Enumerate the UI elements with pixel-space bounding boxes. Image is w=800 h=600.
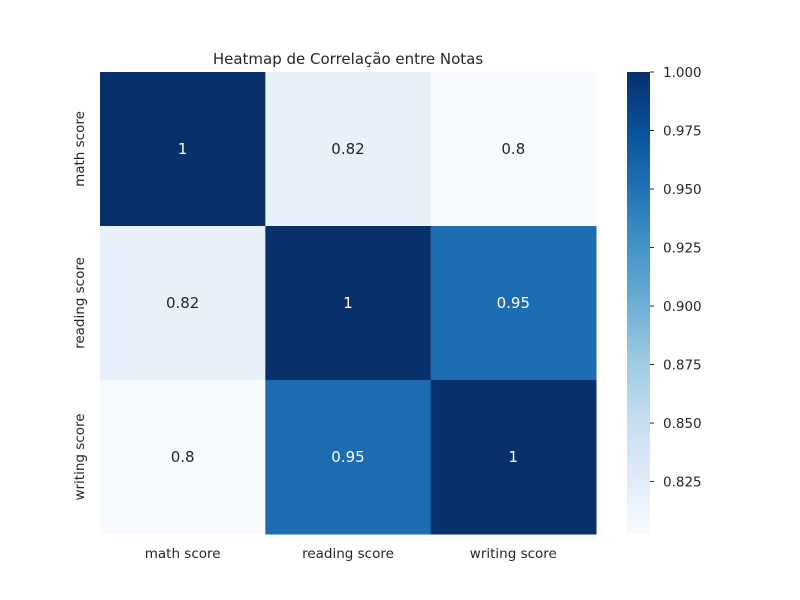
chart-title: Heatmap de Correlação entre Notas [213,50,483,68]
heatmap-cell [265,380,432,535]
heatmap-annotations: 1 0.82 0.8 0.82 1 0.95 0.8 0.95 1 [166,140,530,466]
cell-annotation: 1 [509,448,519,466]
heatmap-cell [100,380,266,535]
x-axis: math score reading score writing score [145,546,557,562]
y-tick-label: math score [72,111,88,187]
heatmap-cell [265,226,432,381]
x-tick-label: reading score [302,546,394,562]
colorbar-tick-label: 0.875 [663,358,702,374]
y-tick-label: reading score [72,257,88,349]
cell-annotation: 0.8 [171,448,195,466]
x-tick-label: math score [145,546,221,562]
y-axis: math score reading score writing score [72,111,88,500]
heatmap-cell [430,72,597,227]
x-tick-label: writing score [470,546,557,562]
cell-annotation: 0.82 [331,140,364,158]
heatmap-cell [430,226,597,381]
heatmap-cell [430,380,597,535]
cell-annotation: 0.82 [166,294,199,312]
colorbar-tick-label: 1.000 [663,65,702,81]
y-tick-label: writing score [72,413,88,500]
colorbar: 0.825 0.850 0.875 0.900 0.925 0.950 0.975 1.000 [627,65,702,534]
colorbar-tick-label: 0.900 [663,299,702,315]
colorbar-tick-label: 0.975 [663,124,702,140]
heatmap-cells [100,72,597,535]
heatmap-cell [100,226,266,381]
heatmap-cell [265,72,432,227]
colorbar-tick-label: 0.825 [663,475,702,491]
cell-annotation: 0.95 [331,448,364,466]
colorbar-gradient [627,72,650,534]
colorbar-tick-label: 0.925 [663,241,702,257]
colorbar-tick-label: 0.850 [663,416,702,432]
cell-annotation: 0.8 [501,140,525,158]
colorbar-tick-label: 0.950 [663,182,702,198]
cell-annotation: 1 [178,140,188,158]
cell-annotation: 1 [343,294,353,312]
cell-annotation: 0.95 [497,294,530,312]
heatmap-cell [100,72,266,227]
